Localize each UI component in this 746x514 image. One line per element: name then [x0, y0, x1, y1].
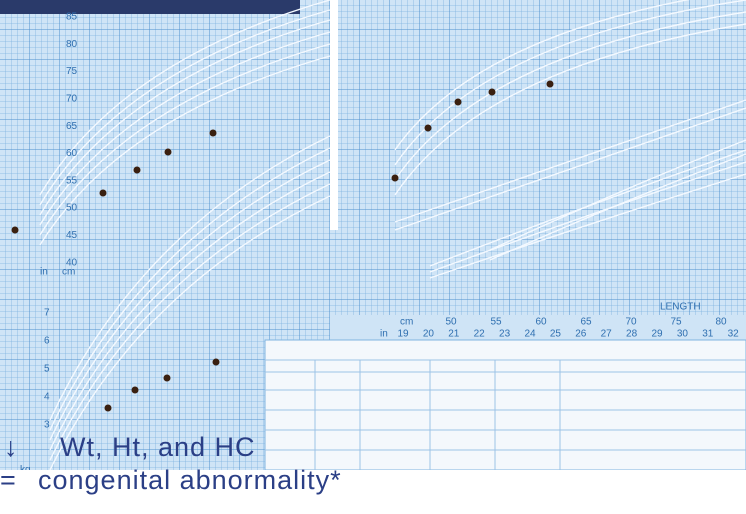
length-tick: 40: [66, 257, 78, 268]
caption-area: [0, 470, 746, 509]
x-tick-cm: 70: [625, 317, 637, 328]
x-tick-in: 23: [499, 329, 511, 340]
header-bar: [0, 0, 300, 14]
weight-tick: 5: [44, 364, 50, 375]
axis-label: LENGTH: [660, 302, 701, 313]
weight-tick: 6: [44, 336, 50, 347]
x-tick-in: 27: [601, 329, 613, 340]
length-tick: 70: [66, 94, 78, 105]
length-tick: 45: [66, 230, 78, 241]
weight-tick: 3: [44, 420, 50, 431]
caption-marker: ↓: [4, 432, 19, 462]
form-lines: [265, 359, 746, 470]
data-points: [11, 80, 554, 412]
x-tick-in: 31: [702, 329, 714, 340]
unit-cm: cm: [400, 317, 413, 328]
x-tick-in: 26: [575, 329, 587, 340]
caption-marker: =: [0, 465, 17, 495]
x-tick-cm: 55: [490, 317, 502, 328]
x-tick-in: 19: [397, 329, 409, 340]
percentile-curves: [39, 0, 746, 471]
length-tick: 60: [66, 148, 78, 159]
length-tick: 80: [66, 39, 78, 50]
x-tick-in: 24: [524, 329, 536, 340]
length-tick: 85: [66, 12, 78, 23]
unit-in: in: [40, 267, 48, 278]
x-tick-in: 25: [550, 329, 562, 340]
x-tick-in: 29: [651, 329, 663, 340]
x-tick-in: 30: [677, 329, 689, 340]
x-tick-cm: 65: [580, 317, 592, 328]
weight-tick: 7: [44, 308, 50, 319]
record-form: [264, 339, 746, 471]
x-tick-cm: 50: [445, 317, 457, 328]
x-tick-in: 22: [474, 329, 486, 340]
x-tick-cm: 75: [670, 317, 682, 328]
length-tick: 75: [66, 66, 78, 77]
length-tick: 55: [66, 175, 78, 186]
caption-line: Wt, Ht, and HC: [60, 432, 256, 462]
x-tick-in: 20: [423, 329, 435, 340]
x-tick-in: 32: [728, 329, 740, 340]
right-chart-grid: [330, 0, 746, 315]
chart-divider: [330, 0, 338, 230]
weight-tick: 4: [44, 392, 50, 403]
x-tick-cm: 80: [715, 317, 727, 328]
caption-line: congenital abnormality*: [38, 465, 342, 495]
x-tick-in: 21: [448, 329, 460, 340]
length-tick: 65: [66, 121, 78, 132]
x-tick-in: 28: [626, 329, 638, 340]
unit-in: in: [380, 329, 388, 340]
x-tick-cm: 60: [535, 317, 547, 328]
length-tick: 50: [66, 203, 78, 214]
unit-cm: cm: [62, 267, 75, 278]
